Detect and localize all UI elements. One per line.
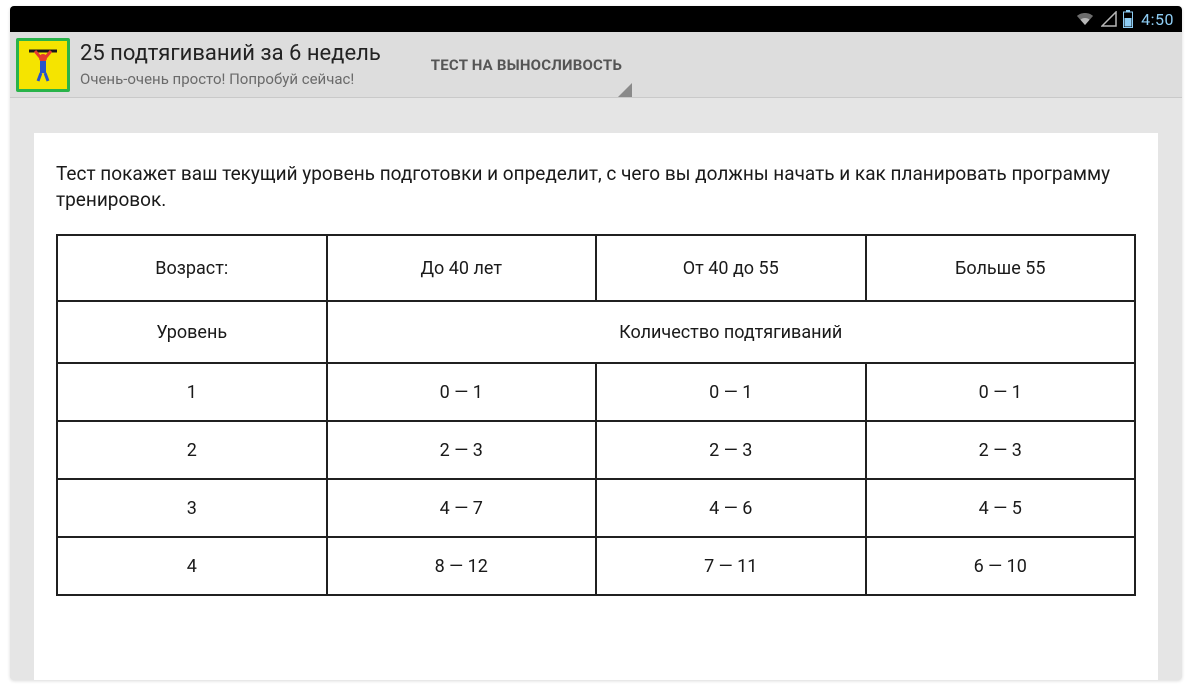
table-cell: 7 — 11 xyxy=(596,537,866,595)
col-header-under40: До 40 лет xyxy=(327,235,597,301)
col-header-over55: Больше 55 xyxy=(866,235,1136,301)
col-header-level: Уровень xyxy=(57,301,327,363)
content-card: Тест покажет ваш текущий уровень подгото… xyxy=(34,133,1158,680)
table-cell: 4 xyxy=(57,537,327,595)
cell-signal-icon xyxy=(1101,11,1117,27)
title-block: 25 подтягиваний за 6 недель Очень-очень … xyxy=(80,41,381,87)
status-bar: 4:50 xyxy=(10,6,1182,32)
table-cell: 6 — 10 xyxy=(866,537,1136,595)
table-cell: 2 xyxy=(57,421,327,479)
app-icon[interactable] xyxy=(16,38,70,92)
app-subtitle: Очень-очень просто! Попробуй сейчас! xyxy=(80,70,381,88)
wifi-icon xyxy=(1075,11,1095,27)
table-cell: 8 — 12 xyxy=(327,537,597,595)
device-frame: 4:50 25 подтягиваний за 6 недель Очень-о… xyxy=(10,6,1182,680)
table-cell: 0 — 1 xyxy=(596,363,866,421)
tab-label: ТЕСТ НА ВЫНОСЛИВОСТЬ xyxy=(431,56,622,74)
col-header-40to55: От 40 до 55 xyxy=(596,235,866,301)
intro-text: Тест покажет ваш текущий уровень подгото… xyxy=(56,161,1136,212)
col-header-pullup-count: Количество подтягиваний xyxy=(327,301,1136,363)
action-bar: 25 подтягиваний за 6 недель Очень-очень … xyxy=(10,32,1182,98)
battery-icon xyxy=(1123,10,1133,28)
table-cell: 4 — 5 xyxy=(866,479,1136,537)
tab-endurance-test[interactable]: ТЕСТ НА ВЫНОСЛИВОСТЬ xyxy=(421,32,632,97)
fitness-test-table: Возраст: До 40 лет От 40 до 55 Больше 55… xyxy=(56,234,1136,596)
content-area: Тест покажет ваш текущий уровень подгото… xyxy=(10,98,1182,680)
status-clock: 4:50 xyxy=(1141,10,1174,29)
table-cell: 0 — 1 xyxy=(327,363,597,421)
app-title: 25 подтягиваний за 6 недель xyxy=(80,41,381,67)
col-header-age: Возраст: xyxy=(57,235,327,301)
table-cell: 2 — 3 xyxy=(596,421,866,479)
table-cell: 3 xyxy=(57,479,327,537)
spinner-indicator-icon xyxy=(618,83,632,97)
table-cell: 0 — 1 xyxy=(866,363,1136,421)
table-cell: 4 — 7 xyxy=(327,479,597,537)
table-cell: 2 — 3 xyxy=(327,421,597,479)
table-cell: 1 xyxy=(57,363,327,421)
table-cell: 2 — 3 xyxy=(866,421,1136,479)
table-cell: 4 — 6 xyxy=(596,479,866,537)
